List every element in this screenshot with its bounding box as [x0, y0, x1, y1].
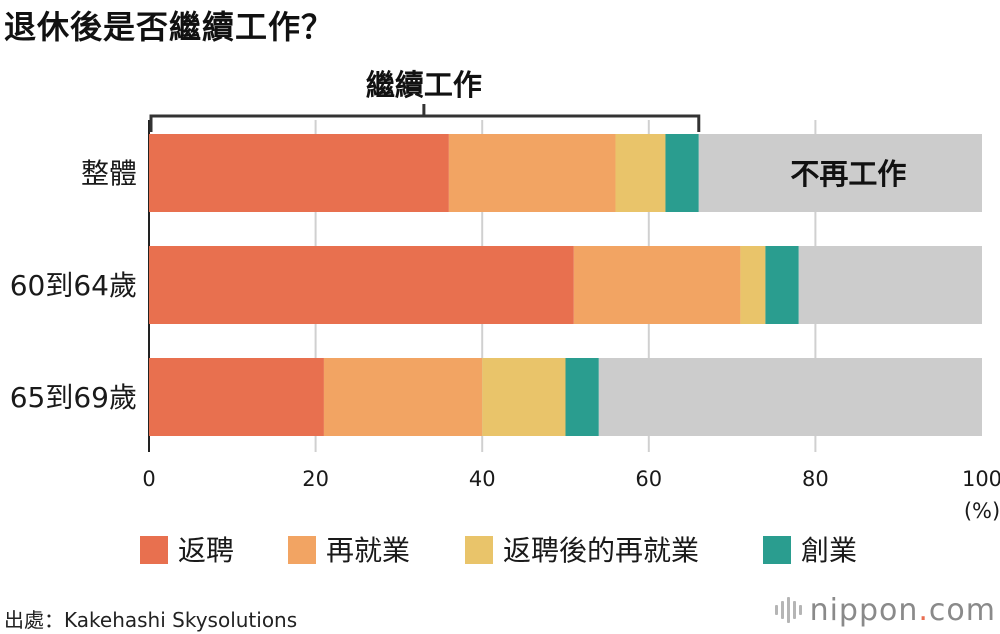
x-tick-label: 60	[635, 467, 662, 491]
bar-segment-remainder	[698, 134, 982, 212]
legend-swatch	[140, 536, 168, 564]
x-tick-label: 100	[962, 467, 1000, 491]
x-tick-label: 80	[802, 467, 829, 491]
category-label: 65到69歲	[10, 381, 137, 414]
stacked-bar-chart: 0 20 40 60 80 100 (%) 整體 60到64歲 65到69歲 不再工作 繼續工作 返聘…	[10, 68, 1000, 567]
legend-swatch	[465, 536, 493, 564]
logo-bars-icon	[774, 597, 802, 623]
source-note: 出處：Kakehashi Skysolutions	[4, 608, 298, 632]
bar-segment-remainder	[798, 246, 982, 324]
bar-segment	[565, 358, 599, 436]
logo-dot: .	[918, 592, 929, 628]
bar-segment-remainder	[598, 358, 982, 436]
bar-segment	[482, 358, 566, 436]
logo-tld: com	[928, 592, 996, 628]
bars	[149, 134, 982, 436]
bar-segment	[149, 246, 574, 324]
bracket-label: 繼續工作	[366, 68, 482, 102]
category-label: 60到64歲	[10, 269, 137, 302]
chart-title: 退休後是否繼續工作？	[4, 8, 335, 46]
bar-segment	[765, 246, 799, 324]
nippon-logo: nippon.com	[774, 588, 996, 632]
bracket-line	[149, 104, 701, 132]
legend-swatch	[288, 536, 316, 564]
x-tick-label: 0	[142, 467, 155, 491]
legend-label: 返聘後的再就業	[503, 534, 699, 567]
bar-segment	[573, 246, 741, 324]
x-unit-label: (%)	[964, 499, 1000, 523]
remainder-label: 不再工作	[790, 157, 906, 191]
bar-segment	[448, 134, 616, 212]
bar-segment	[149, 134, 449, 212]
legend: 返聘 再就業 返聘後的再就業 創業	[140, 534, 857, 567]
x-tick-label: 20	[302, 467, 329, 491]
bar-segment	[665, 134, 699, 212]
bar-segment	[149, 358, 324, 436]
category-label: 整體	[81, 157, 137, 190]
labels: 0 20 40 60 80 100 (%) 整體 60到64歲 65到69歲 不再工作 繼續工作	[10, 68, 1000, 523]
logo-name: nippon	[809, 592, 919, 628]
x-tick-label: 40	[469, 467, 496, 491]
bar-segment	[740, 246, 766, 324]
bar-segment	[323, 358, 483, 436]
legend-label: 再就業	[326, 534, 410, 567]
legend-label: 創業	[801, 534, 857, 567]
bar-segment	[615, 134, 666, 212]
legend-swatch	[763, 536, 791, 564]
legend-label: 返聘	[178, 534, 234, 567]
